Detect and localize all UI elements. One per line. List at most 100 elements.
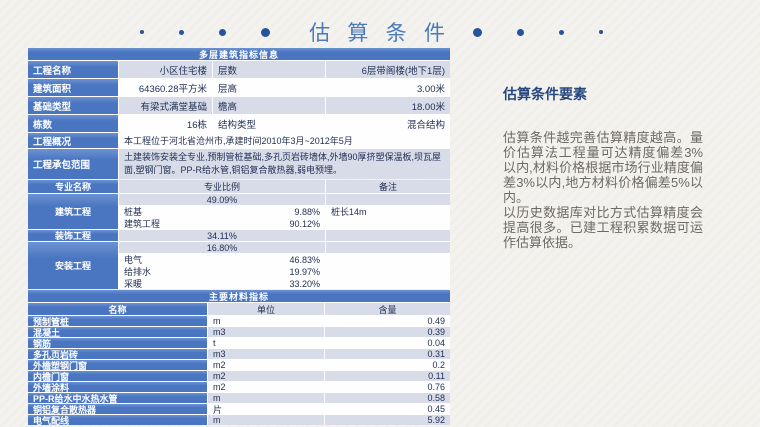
cell-contract-scope: 土建装饰安装全专业,预制管桩基础,多孔页岩砖墙体,外墙90厚挤塑保温板,坝瓦屋面… xyxy=(119,149,450,179)
dot-icon xyxy=(473,27,482,37)
material-row-unit: 片 xyxy=(208,404,324,414)
material-row-qty: 0.76 xyxy=(325,382,450,392)
section-header-building-info: 多层建筑指标信息 xyxy=(28,48,450,60)
material-row-qty: 0.45 xyxy=(325,404,450,414)
row-label-contract-scope: 工程承包范围 xyxy=(28,149,118,179)
column-header-quantity: 含量 xyxy=(325,303,450,315)
cell-empty-note xyxy=(326,254,450,265)
cell-floor-height: 3.00米 xyxy=(326,79,450,96)
row-label-building-count: 栋数 xyxy=(28,115,118,132)
cell-sub-name-electrical: 电气 xyxy=(119,254,247,265)
row-label-eave-height: 檐高 xyxy=(213,97,325,114)
material-row-qty: 0.2 xyxy=(325,360,450,370)
material-row-name: 钢筋 xyxy=(28,338,207,348)
column-header-discipline: 专业名称 xyxy=(28,180,118,193)
material-row-unit: m xyxy=(208,415,324,425)
row-label-decoration-works: 装饰工程 xyxy=(28,230,118,241)
row-label-foundation-type: 基础类型 xyxy=(28,97,118,114)
material-row-name: 预制管桩 xyxy=(28,316,207,326)
cell-sub-name-architecture: 建筑工程 xyxy=(119,218,247,229)
material-row-name: 外檐塑钢门窗 xyxy=(28,360,207,370)
material-row-name: PP-R给水中水热水管 xyxy=(28,393,207,403)
cell-floor-area: 64360.28平方米 xyxy=(119,79,212,96)
material-row-unit: m3 xyxy=(208,327,324,337)
slide-header: 估 算 条 件 xyxy=(0,16,760,48)
material-row-name: 多孔页岩砖 xyxy=(28,349,207,359)
cell-sub-pct-plumbing: 19.97% xyxy=(248,266,325,277)
column-header-material-name: 名称 xyxy=(28,303,207,315)
material-row-unit: m2 xyxy=(208,360,324,370)
material-row-name: 铜铝复合散热器 xyxy=(28,404,207,414)
row-label-project-overview: 工程概况 xyxy=(28,133,118,148)
material-row-unit: m2 xyxy=(208,371,324,381)
cell-installation-total: 16.80% xyxy=(119,242,325,253)
material-row-qty: 0.31 xyxy=(325,349,450,359)
general-info-section: 多层建筑指标信息 工程名称 小区住宅楼 层数 6层带阁楼(地下1层) 建筑面积 … xyxy=(28,48,450,179)
material-row-qty: 0.11 xyxy=(325,371,450,381)
cell-eave-height: 18.00米 xyxy=(326,97,450,114)
cell-sub-pct-piling: 9.88% xyxy=(248,206,325,217)
cell-empty-note xyxy=(326,194,450,205)
material-indicator-section: 主要材料指标 名称 单位 含量 预制管桩 m 0.49 混凝土 m3 0.39 … xyxy=(28,290,450,425)
building-indicator-table: 多层建筑指标信息 工程名称 小区住宅楼 层数 6层带阁楼(地下1层) 建筑面积 … xyxy=(28,48,450,426)
discipline-ratio-section: 专业名称 专业比例 备注 建筑工程 49.09% 桩基 9.88% 桩长14m … xyxy=(28,180,450,289)
material-row-unit: m2 xyxy=(208,382,324,392)
row-label-installation-works: 安装工程 xyxy=(28,242,118,289)
cell-empty-note xyxy=(326,242,450,253)
decorative-dots-right xyxy=(473,16,603,48)
cell-building-count: 16栋 xyxy=(119,115,212,132)
dot-icon xyxy=(179,29,184,35)
row-label-floor-height: 层高 xyxy=(213,79,325,96)
column-header-note: 备注 xyxy=(326,180,450,193)
material-row-qty: 0.58 xyxy=(325,393,450,403)
dot-icon xyxy=(517,28,524,36)
dot-icon xyxy=(599,30,603,34)
dot-icon xyxy=(261,27,270,37)
cell-project-name: 小区住宅楼 xyxy=(119,61,212,78)
cell-note-pile-length: 桩长14m xyxy=(326,206,450,217)
cell-sub-pct-electrical: 46.83% xyxy=(248,254,325,265)
cell-project-overview: 本工程位于河北省沧州市,承建时间2010年3月~2012年5月 xyxy=(119,133,450,148)
section-header-materials: 主要材料指标 xyxy=(28,290,450,302)
material-row-name: 混凝土 xyxy=(28,327,207,337)
row-label-construction-works: 建筑工程 xyxy=(28,194,118,229)
cell-sub-name-heating: 采暖 xyxy=(119,278,247,289)
material-row-name: 内檐门窗 xyxy=(28,371,207,381)
material-row-qty: 0.04 xyxy=(325,338,450,348)
cell-empty-note xyxy=(326,218,450,229)
row-label-floors: 层数 xyxy=(213,61,325,78)
column-header-ratio: 专业比例 xyxy=(119,180,325,193)
row-label-structure-type: 结构类型 xyxy=(213,115,325,132)
cell-empty-note xyxy=(326,230,450,241)
cell-sub-name-piling: 桩基 xyxy=(119,206,247,217)
panel-paragraph: 估算条件越完善估算精度越高。量价估算法工程量可达精度偏差3%以内,材料价格根据市… xyxy=(503,130,703,205)
row-label-floor-area: 建筑面积 xyxy=(28,79,118,96)
material-row-name: 电气配线 xyxy=(28,415,207,425)
dot-icon xyxy=(219,28,226,36)
dot-icon xyxy=(559,29,564,35)
material-row-unit: t xyxy=(208,338,324,348)
cell-sub-pct-heating: 33.20% xyxy=(248,278,325,289)
panel-body: 估算条件越完善估算精度越高。量价估算法工程量可达精度偏差3%以内,材料价格根据市… xyxy=(503,130,703,250)
material-row-qty: 0.39 xyxy=(325,327,450,337)
cell-foundation-type: 有梁式满堂基础 xyxy=(119,97,212,114)
material-row-qty: 0.49 xyxy=(325,316,450,326)
cell-floors: 6层带阁楼(地下1层) xyxy=(326,61,450,78)
decorative-dots-left xyxy=(140,16,270,48)
column-header-unit: 单位 xyxy=(208,303,324,315)
material-row-unit: m3 xyxy=(208,349,324,359)
cell-construction-total: 49.09% xyxy=(119,194,325,205)
material-row-unit: m xyxy=(208,393,324,403)
material-row-name: 外墙涂料 xyxy=(28,382,207,392)
estimation-factors-panel: 估算条件要素 估算条件越完善估算精度越高。量价估算法工程量可达精度偏差3%以内,… xyxy=(503,84,703,250)
cell-empty-note xyxy=(326,278,450,289)
dot-icon xyxy=(140,30,144,34)
panel-heading: 估算条件要素 xyxy=(503,86,587,102)
page-title: 估 算 条 件 xyxy=(309,21,451,45)
panel-paragraph: 以历史数据库对比方式估算精度会提高很多。已建工程积累数据可运作估算依据。 xyxy=(503,205,703,250)
cell-decoration-total: 34.11% xyxy=(119,230,325,241)
material-row-qty: 5.92 xyxy=(325,415,450,425)
cell-empty-note xyxy=(326,266,450,277)
cell-sub-name-plumbing: 给排水 xyxy=(119,266,247,277)
row-label-project-name: 工程名称 xyxy=(28,61,118,78)
